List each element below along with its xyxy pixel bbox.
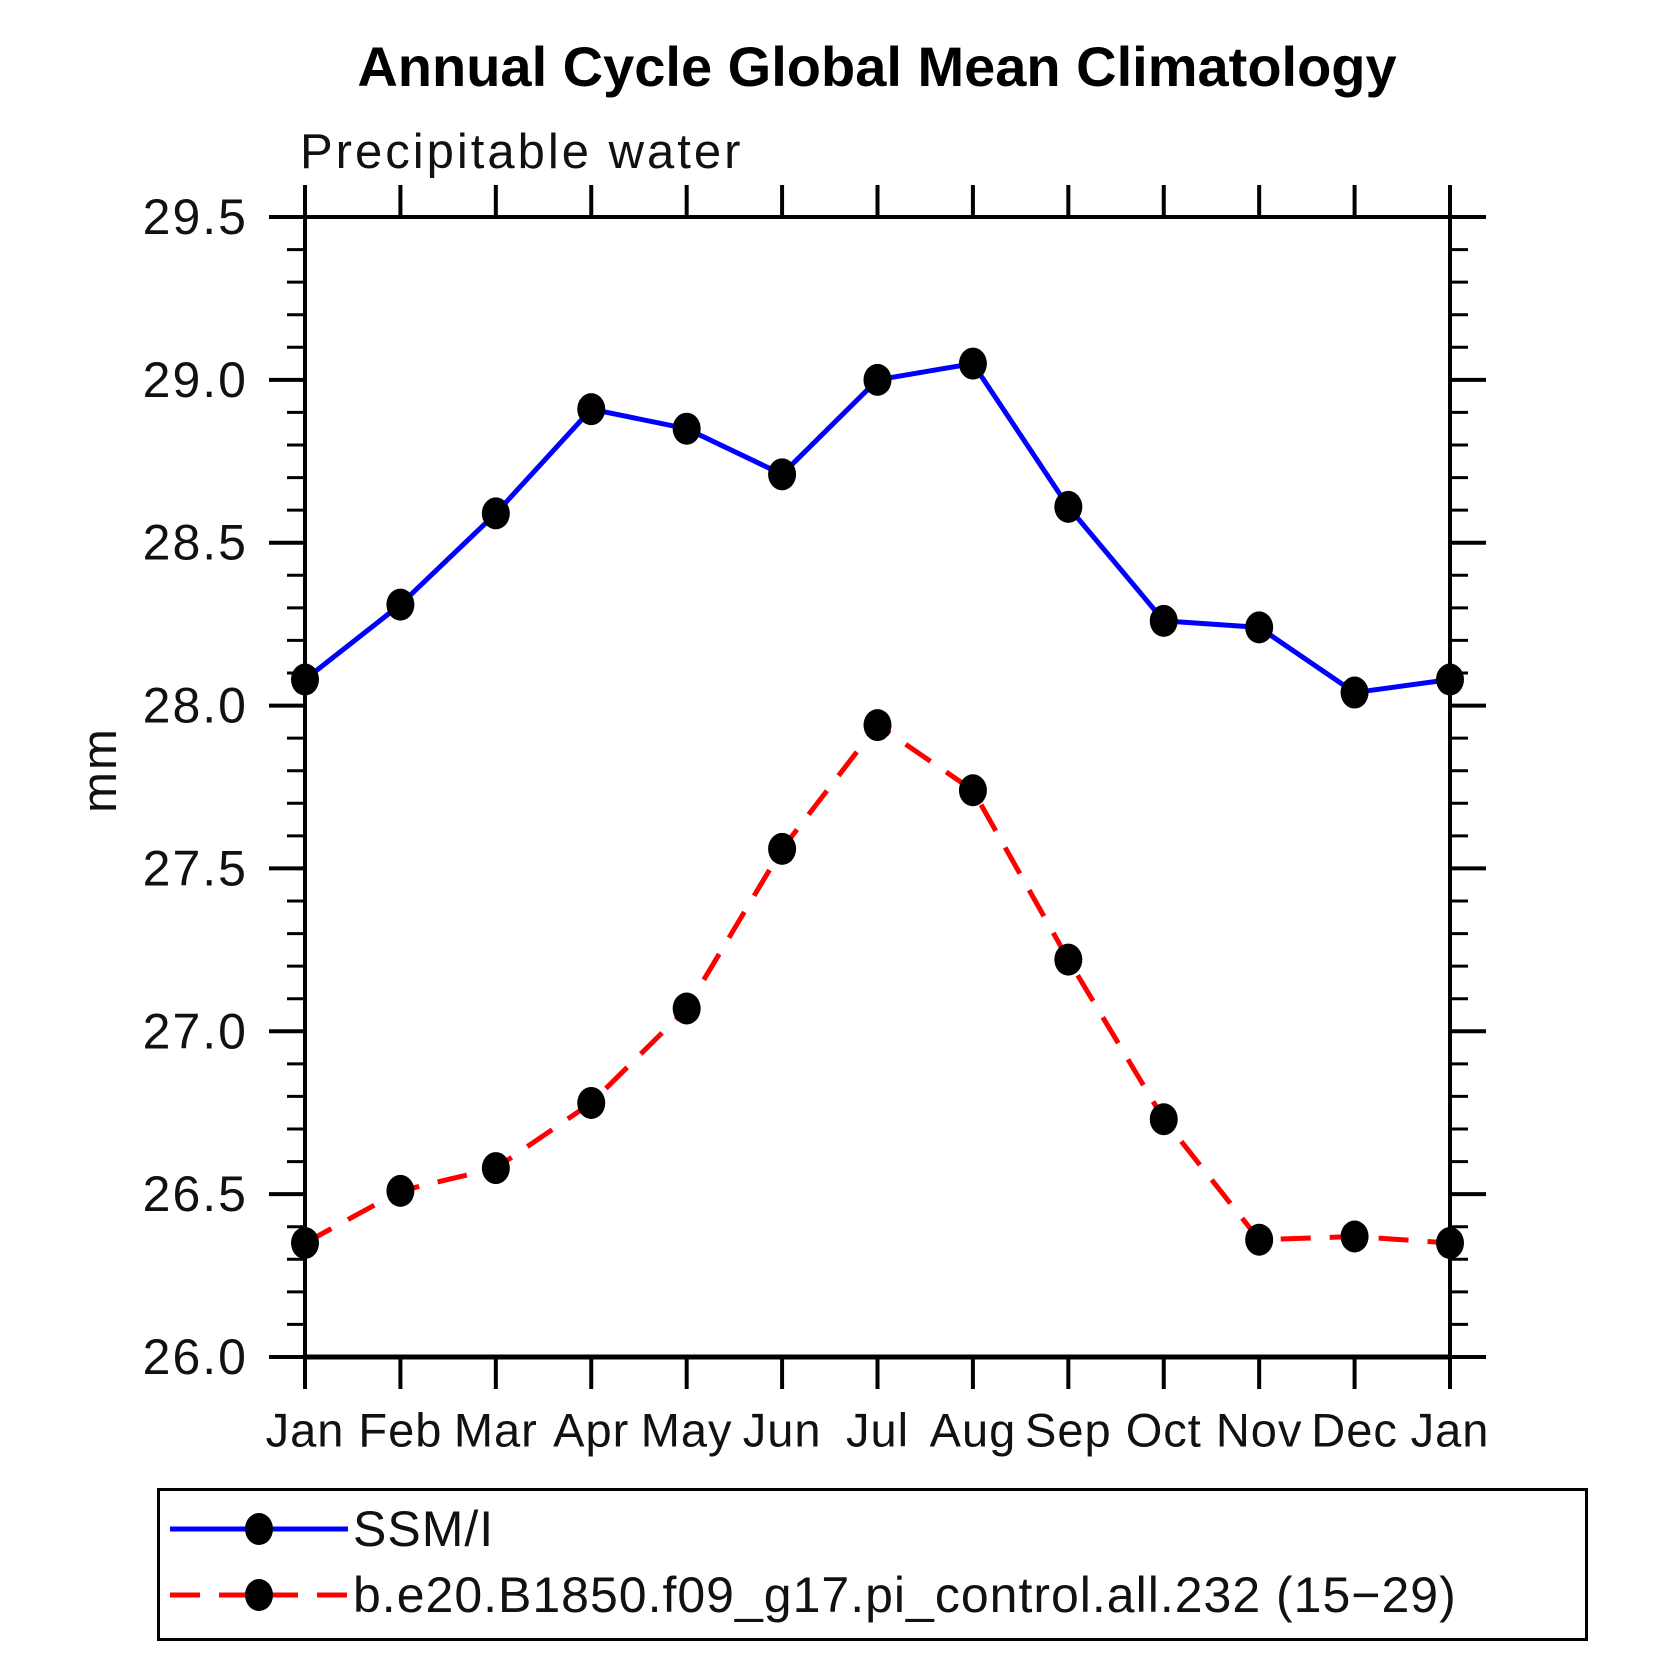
- data-point-model: [1340, 1220, 1369, 1253]
- y-tick-label: 27.5: [143, 840, 248, 896]
- data-point-model: [1245, 1223, 1274, 1256]
- x-tick-label: May: [641, 1404, 733, 1457]
- x-tick-label: Oct: [1126, 1404, 1202, 1457]
- data-point-model: [386, 1174, 415, 1207]
- data-point-ssmi: [672, 412, 701, 445]
- x-tick-label: Nov: [1216, 1404, 1303, 1457]
- y-tick-label: 28.0: [143, 678, 248, 734]
- data-point-model: [481, 1152, 510, 1185]
- legend-label-ssmi: SSM/I: [353, 1501, 495, 1557]
- data-point-model: [863, 709, 892, 742]
- legend-box: SSM/I b.e20.B1850.f09_g17.pi_control.all…: [157, 1488, 1588, 1641]
- x-tick-label: Jan: [266, 1404, 345, 1457]
- series-line-model: [303, 722, 1451, 1246]
- x-tick-label: Apr: [553, 1404, 629, 1457]
- y-tick-label: 29.0: [143, 352, 248, 408]
- y-tick-label: 28.5: [143, 515, 248, 571]
- data-point-model: [958, 774, 987, 807]
- x-tick-label: Sep: [1025, 1404, 1112, 1457]
- legend-entry-ssmi: SSM/I: [168, 1499, 494, 1559]
- chart-subtitle: Precipitable water: [300, 125, 744, 179]
- data-point-model: [1149, 1103, 1178, 1136]
- y-tick-label: 29.5: [143, 189, 248, 245]
- y-tick-label: 27.0: [143, 1003, 248, 1059]
- x-tick-label: Dec: [1311, 1404, 1398, 1457]
- data-point-ssmi: [1245, 611, 1274, 644]
- chart-title: Annual Cycle Global Mean Climatology: [357, 35, 1397, 98]
- data-point-model: [291, 1227, 319, 1259]
- legend-marker-icon: [245, 1513, 273, 1545]
- x-tick-label: Jul: [846, 1404, 909, 1457]
- data-point-ssmi: [291, 663, 319, 696]
- series-line-ssmi: [303, 361, 1451, 696]
- legend-sample-dashed: [170, 1579, 348, 1611]
- legend-label-model: b.e20.B1850.f09_g17.pi_control.all.232 (…: [353, 1567, 1457, 1623]
- y-tick-label: 26.5: [143, 1166, 248, 1222]
- legend-sample-solid: [170, 1513, 348, 1545]
- data-point-ssmi: [1340, 676, 1369, 709]
- data-point-ssmi: [768, 458, 797, 491]
- legend-entry-model: b.e20.B1850.f09_g17.pi_control.all.232 (…: [168, 1565, 1457, 1625]
- x-tick-label: Mar: [454, 1404, 538, 1457]
- data-point-ssmi: [958, 347, 987, 380]
- legend-marker-icon: [245, 1579, 273, 1611]
- data-point-ssmi: [481, 497, 510, 530]
- y-tick-label: 26.0: [143, 1329, 248, 1385]
- data-point-model: [1436, 1227, 1464, 1259]
- data-point-model: [768, 832, 797, 865]
- data-point-ssmi: [386, 588, 415, 621]
- data-point-model: [1054, 943, 1083, 976]
- data-point-model: [672, 992, 701, 1025]
- x-tick-label: Jun: [743, 1404, 822, 1457]
- data-point-model: [577, 1086, 606, 1119]
- data-point-ssmi: [1436, 663, 1464, 696]
- x-tick-label: Jan: [1411, 1404, 1490, 1457]
- data-point-ssmi: [1149, 604, 1178, 637]
- data-point-ssmi: [577, 393, 606, 426]
- data-point-ssmi: [1054, 490, 1083, 523]
- x-tick-label: Feb: [358, 1404, 442, 1457]
- data-point-ssmi: [863, 363, 892, 396]
- x-tick-label: Aug: [930, 1404, 1017, 1457]
